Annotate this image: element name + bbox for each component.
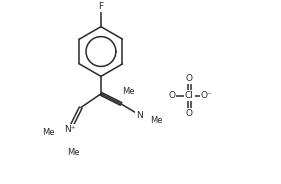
Text: N⁺: N⁺ — [64, 125, 75, 134]
Text: O: O — [168, 91, 175, 100]
Text: Me: Me — [123, 87, 135, 96]
Text: O: O — [186, 74, 193, 83]
Text: Me: Me — [42, 128, 55, 137]
Text: O⁻: O⁻ — [201, 91, 213, 100]
Text: Me: Me — [67, 148, 80, 157]
Text: Cl: Cl — [185, 91, 194, 100]
Text: O: O — [186, 109, 193, 118]
Text: F: F — [98, 2, 103, 11]
Text: Me: Me — [151, 116, 163, 125]
Text: N: N — [136, 111, 143, 119]
